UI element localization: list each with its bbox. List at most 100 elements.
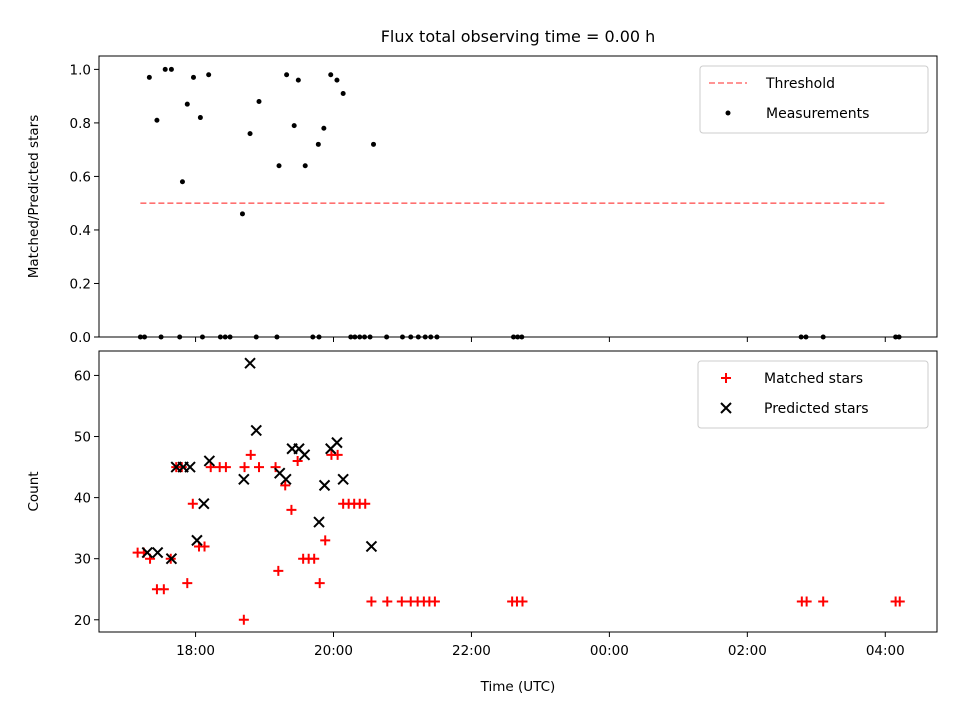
- measurement-point: [197, 115, 203, 121]
- predicted-star-point: [141, 546, 153, 559]
- predicted-star-point: [331, 436, 343, 449]
- legend-predicted-swatch: [720, 402, 732, 414]
- matched-star-point: [245, 449, 256, 460]
- measurement-point: [239, 211, 245, 217]
- measurement-point: [179, 179, 185, 185]
- plot-data-area: [137, 66, 902, 340]
- predicted-star-point: [238, 473, 250, 485]
- legend-matched-swatch: [721, 373, 731, 383]
- x-tick-label: 22:00: [452, 643, 491, 659]
- predicted-star-point: [198, 498, 210, 510]
- measurement-point: [291, 123, 297, 129]
- predicted-star-point: [151, 546, 164, 559]
- matched-star-point: [182, 578, 193, 589]
- predicted-star-point: [203, 455, 216, 467]
- matched-star-point: [894, 596, 905, 607]
- chart-title: Flux total observing time = 0.00 h: [381, 27, 656, 46]
- matched-star-point: [254, 462, 265, 473]
- matched-star-point: [366, 596, 377, 607]
- predicted-star-point: [298, 449, 311, 461]
- y-tick-label: 60: [74, 368, 91, 384]
- measurement-point: [168, 66, 174, 72]
- y-tick-label: 20: [74, 613, 91, 629]
- measurement-point: [247, 131, 253, 137]
- predicted-star-point: [365, 540, 378, 553]
- y-axis-label: Matched/Predicted stars: [26, 115, 42, 278]
- measurement-point: [340, 90, 346, 96]
- matched-star-point: [273, 565, 284, 576]
- measurement-point: [302, 163, 308, 169]
- matched-star-point: [801, 596, 812, 607]
- x-tick-label: 04:00: [866, 643, 905, 659]
- measurement-point: [206, 72, 212, 78]
- matched-star-point: [396, 596, 407, 607]
- matched-star-point: [292, 455, 303, 466]
- predicted-star-point: [250, 424, 262, 437]
- y-tick-label: 0.0: [70, 330, 91, 346]
- measurement-point: [256, 98, 262, 104]
- y-tick-label: 0.4: [70, 223, 91, 239]
- legend: Threshold Measurements: [699, 65, 929, 134]
- measurement-point: [295, 77, 301, 83]
- measurement-point: [315, 141, 321, 147]
- matched-star-point: [320, 535, 331, 546]
- y-tick-label: 1.0: [70, 62, 91, 78]
- matched-star-point: [286, 504, 297, 515]
- matched-star-point: [238, 614, 249, 625]
- matched-star-point: [309, 553, 320, 564]
- y-tick-label: 0.8: [70, 116, 91, 132]
- legend-label: Predicted stars: [764, 401, 869, 417]
- matched-star-point: [239, 462, 250, 473]
- matched-star-point: [517, 596, 528, 607]
- top-panel-ratio: Flux total observing time = 0.00 h Matche…: [26, 27, 938, 346]
- predicted-star-point: [313, 516, 325, 528]
- plot-data-area: [132, 357, 905, 625]
- bottom-panel-counts: Count Time (UTC) 20 30 40 50 60 18:00 20:00 22:00…: [26, 350, 938, 695]
- legend-label: Threshold: [765, 76, 835, 92]
- predicted-star-point: [280, 473, 292, 485]
- measurement-point: [184, 101, 190, 107]
- y-tick-label: 50: [74, 430, 91, 446]
- legend-measurement-swatch: [725, 110, 731, 116]
- matched-star-point: [429, 596, 440, 607]
- legend-box: [697, 360, 929, 429]
- legend-label: Measurements: [766, 106, 869, 122]
- y-axis-label: Count: [26, 471, 42, 511]
- y-tick-label: 40: [74, 491, 91, 507]
- predicted-star-point: [244, 357, 256, 369]
- legend-label: Matched stars: [764, 371, 863, 387]
- matched-star-point: [199, 541, 210, 552]
- matched-star-point: [158, 584, 169, 595]
- x-tick-label: 18:00: [176, 643, 215, 659]
- measurement-point: [328, 72, 334, 78]
- measurement-point: [371, 141, 377, 147]
- axes-frame: [98, 55, 938, 338]
- measurement-point: [146, 74, 152, 80]
- legend-box: [699, 65, 929, 134]
- y-tick-label: 0.6: [70, 169, 91, 185]
- measurement-point: [154, 117, 160, 123]
- x-axis-label: Time (UTC): [480, 679, 556, 695]
- measurement-point: [334, 77, 340, 83]
- matched-star-point: [818, 596, 829, 607]
- predicted-star-point: [165, 552, 178, 565]
- matched-star-point: [314, 578, 325, 589]
- measurement-point: [162, 66, 168, 72]
- matched-star-point: [382, 596, 393, 607]
- y-tick-label: 30: [74, 552, 91, 568]
- matched-star-point: [220, 462, 231, 473]
- x-tick-label: 20:00: [314, 643, 353, 659]
- predicted-star-point: [318, 479, 331, 492]
- measurement-point: [284, 72, 290, 78]
- predicted-star-point: [337, 473, 349, 485]
- matched-star-point: [187, 498, 198, 509]
- x-tick-label: 02:00: [728, 643, 767, 659]
- matched-star-point: [360, 498, 371, 509]
- y-tick-label: 0.2: [70, 276, 91, 292]
- measurement-point: [190, 74, 196, 80]
- matched-star-point: [280, 480, 291, 491]
- predicted-star-point: [184, 461, 196, 473]
- measurement-point: [321, 125, 327, 131]
- predicted-star-point: [191, 534, 203, 547]
